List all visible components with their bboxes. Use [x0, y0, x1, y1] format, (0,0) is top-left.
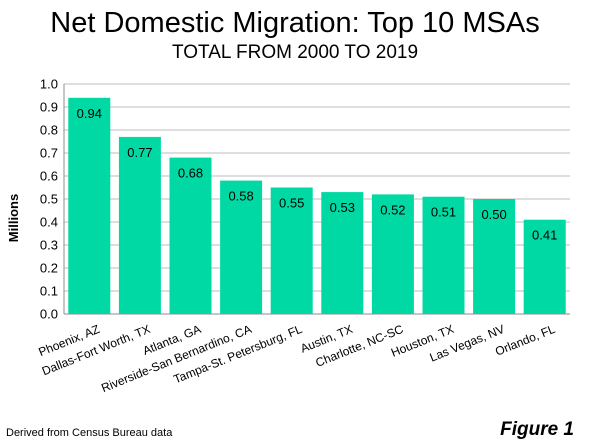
data-label: 0.51	[431, 205, 456, 220]
data-label: 0.52	[380, 202, 405, 217]
chart-subtitle: TOTAL FROM 2000 TO 2019	[171, 42, 419, 63]
bar	[422, 196, 465, 314]
source-note: Derived from Census Bureau data	[6, 427, 173, 439]
bar	[473, 199, 516, 314]
y-tick-label: 0.9	[40, 100, 58, 115]
y-tick-label: 0.4	[40, 215, 58, 230]
data-label: 0.53	[330, 200, 355, 215]
y-tick-label: 0.6	[40, 169, 58, 184]
y-tick-label: 1.0	[40, 77, 58, 92]
data-label: 0.77	[127, 145, 152, 160]
y-tick-label: 0.3	[40, 238, 58, 253]
bar	[220, 180, 263, 314]
data-label: 0.68	[178, 166, 203, 181]
bar	[68, 97, 111, 314]
y-tick-label: 0.8	[40, 123, 58, 138]
y-tick-label: 0.5	[40, 192, 58, 207]
data-label: 0.55	[279, 196, 304, 211]
data-label: 0.50	[481, 207, 506, 222]
y-tick-label: 0.7	[40, 146, 58, 161]
bar	[321, 192, 364, 314]
bar	[371, 194, 414, 314]
data-label: 0.58	[228, 189, 253, 204]
y-tick-label: 0.2	[40, 261, 58, 276]
figure-label: Figure 1	[500, 419, 574, 440]
y-tick-label: 0.0	[40, 307, 58, 322]
data-label: 0.41	[532, 228, 557, 243]
bar	[169, 157, 212, 314]
data-label: 0.94	[77, 106, 102, 121]
y-tick-label: 0.1	[40, 284, 58, 299]
bar	[270, 187, 313, 314]
chart-title: Net Domestic Migration: Top 10 MSAs	[50, 7, 540, 39]
bar	[523, 219, 566, 314]
bar	[118, 136, 161, 314]
